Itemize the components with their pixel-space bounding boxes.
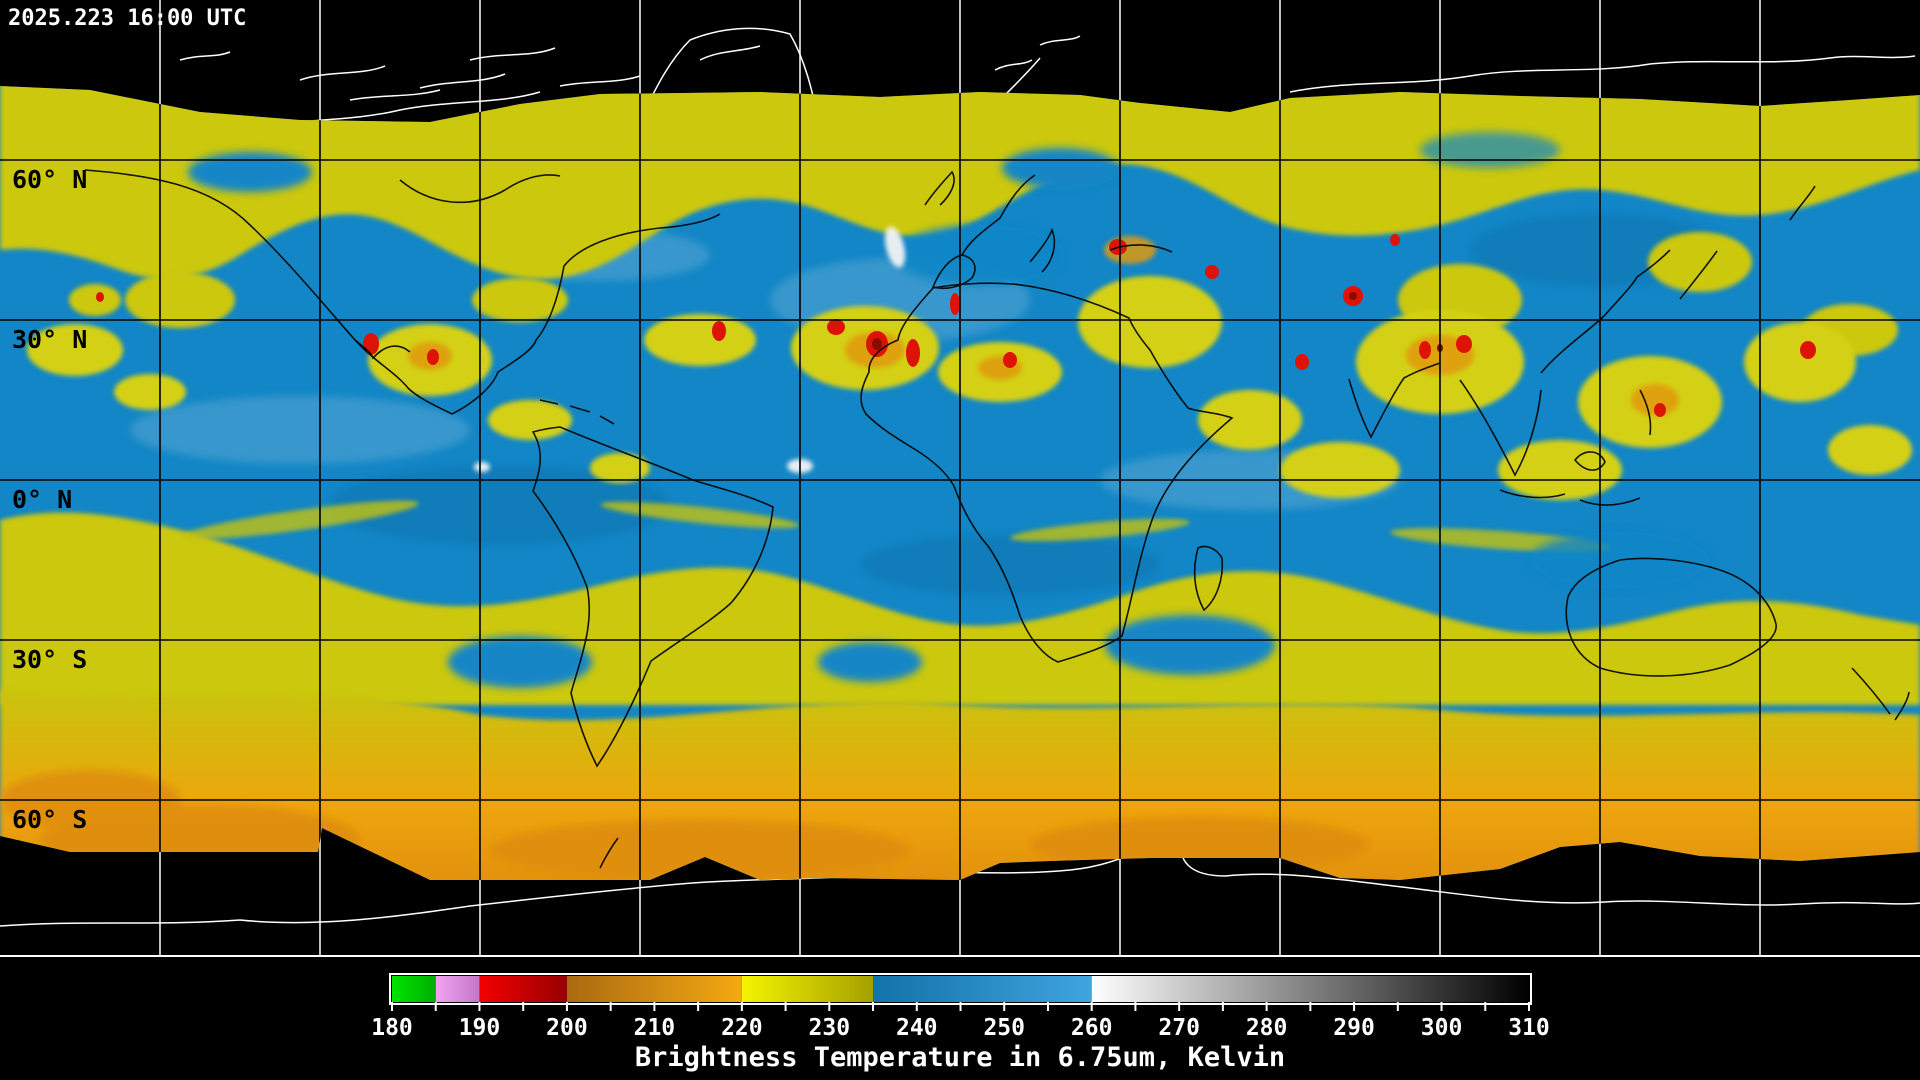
europe-coast [924,170,1173,273]
africa-outline [860,282,1234,663]
india-outline [1348,362,1441,439]
caribbean-islands [539,399,615,425]
colorbar-tick-label: 260 [1071,1015,1113,1041]
japan-outline [1679,185,1816,300]
colorbar-tick-label: 210 [634,1015,676,1041]
colorbar-segment-yellow-olive [741,976,874,1002]
colorbar-segment-orange [566,976,742,1002]
colorbar-tick-label: 190 [459,1015,501,1041]
colorbar-segment-blue [873,976,1092,1002]
colorbar-tick-label: 220 [721,1015,763,1041]
latitude-labels: 60° N 30° N 0° N 30° S 60° S [12,165,87,834]
north-america-west-coast [84,169,453,415]
colorbar-tick-label: 180 [371,1015,413,1041]
continent-coastlines [84,169,1910,768]
colorbar-tick-label: 230 [809,1015,851,1041]
tropical-convection [27,276,1912,500]
south-band-filaments [181,500,1610,552]
colorbar-tick-label: 300 [1421,1015,1463,1041]
colorbar-tick-label: 270 [1158,1015,1200,1041]
latitude-label: 30° N [12,325,87,354]
colorbar-segment-red [479,976,567,1002]
latitude-label: 30° S [12,645,87,674]
arctic-islands-1 [179,47,641,101]
colorbar-tick-label: 310 [1508,1015,1550,1041]
southeast-asia-coast [1459,379,1542,477]
indonesia-coast [1499,389,1652,506]
iberia-outline [931,254,976,290]
north-america-east-coast [451,213,721,415]
colorbar-tick-label: 250 [983,1015,1025,1041]
latitude-label: 0° N [12,485,72,514]
colorbar-caption: Brightness Temperature in 6.75um, Kelvin [635,1042,1285,1073]
warm-white-spots [474,226,906,473]
arctic-islands-2 [994,35,1081,96]
colorbar-tick-labels: 180 190 200 210 220 230 240 250 260 270 280 290 300 3… [371,1015,1550,1041]
colorbar-tick-label: 290 [1333,1015,1375,1041]
madagascar-outline [1193,545,1224,612]
colorbar-tick-label: 200 [546,1015,588,1041]
colorbar-ticks [391,1002,1530,1011]
colorbar-tick-label: 240 [896,1015,938,1041]
australia-outline [1565,557,1777,677]
south-band-dry-gaps [448,532,1710,688]
south-america-outline [531,426,774,768]
latitude-label: 60° S [12,805,87,834]
colorbar-segments [392,976,1529,1002]
timestamp: 2025.223 16:00 UTC [8,6,246,31]
baja-outline [354,339,411,360]
greenland-coast [639,27,819,121]
colorbar-tick-label: 280 [1246,1015,1288,1041]
cold-cloud-red-spots [96,234,1816,417]
antarctic-coastline [0,826,1920,927]
hudson-bay-outline [399,174,561,204]
antarctic-peninsula-outline [599,837,619,869]
colorbar-segment-green [392,976,436,1002]
latitude-label: 60° N [12,165,87,194]
colorbar-segment-plum [435,976,480,1002]
new-zealand-outline [1851,667,1910,721]
colorbar-segment-white-to-black [1091,976,1529,1002]
china-coast [1540,249,1671,374]
antarctica-coast [0,826,1920,927]
colorbar: 180 190 200 210 220 230 240 250 260 270 280 290 300 3… [371,973,1550,1073]
